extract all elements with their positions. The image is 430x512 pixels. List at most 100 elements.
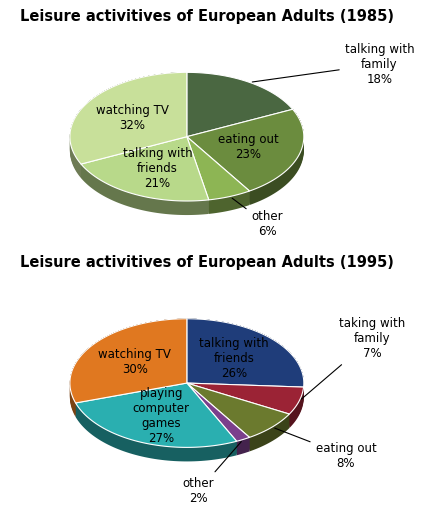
Polygon shape — [208, 191, 249, 208]
Polygon shape — [75, 403, 236, 457]
Polygon shape — [289, 387, 303, 424]
Polygon shape — [208, 191, 249, 211]
Polygon shape — [81, 164, 208, 212]
Polygon shape — [81, 164, 208, 202]
Polygon shape — [187, 319, 303, 393]
Polygon shape — [70, 72, 187, 171]
Polygon shape — [249, 414, 289, 442]
Polygon shape — [187, 72, 292, 137]
Polygon shape — [187, 319, 303, 388]
Polygon shape — [75, 403, 236, 461]
Polygon shape — [208, 191, 249, 209]
Polygon shape — [70, 319, 187, 407]
Polygon shape — [249, 109, 303, 198]
Polygon shape — [187, 319, 303, 399]
Polygon shape — [187, 319, 303, 396]
Polygon shape — [249, 414, 289, 450]
Polygon shape — [75, 403, 236, 456]
Polygon shape — [81, 164, 208, 210]
Polygon shape — [249, 109, 303, 195]
Text: eating out
23%: eating out 23% — [218, 133, 278, 161]
Polygon shape — [236, 437, 249, 442]
Text: other
6%: other 6% — [232, 198, 282, 239]
Polygon shape — [70, 319, 187, 411]
Polygon shape — [70, 319, 187, 416]
Polygon shape — [75, 403, 236, 458]
Polygon shape — [81, 164, 208, 209]
Polygon shape — [208, 191, 249, 205]
Polygon shape — [75, 403, 236, 460]
Polygon shape — [249, 109, 303, 197]
Polygon shape — [289, 387, 303, 415]
Polygon shape — [249, 109, 303, 204]
Polygon shape — [187, 319, 303, 395]
Polygon shape — [249, 109, 303, 202]
Polygon shape — [249, 109, 303, 194]
Text: playing
computer
games
27%: playing computer games 27% — [132, 387, 189, 444]
Polygon shape — [208, 191, 249, 203]
Polygon shape — [289, 387, 303, 428]
Polygon shape — [81, 164, 208, 207]
Polygon shape — [70, 72, 187, 172]
Polygon shape — [187, 109, 303, 191]
Polygon shape — [81, 164, 208, 204]
Polygon shape — [208, 191, 249, 207]
Polygon shape — [70, 319, 187, 414]
Polygon shape — [70, 319, 187, 404]
Text: talking with
friends
26%: talking with friends 26% — [199, 337, 268, 380]
Polygon shape — [208, 191, 249, 214]
Polygon shape — [249, 109, 303, 205]
Polygon shape — [249, 109, 303, 192]
Polygon shape — [70, 319, 187, 415]
Polygon shape — [236, 437, 249, 443]
Polygon shape — [75, 403, 236, 452]
Polygon shape — [249, 414, 289, 439]
Polygon shape — [236, 437, 249, 454]
Polygon shape — [81, 164, 208, 215]
Polygon shape — [208, 191, 249, 201]
Polygon shape — [236, 437, 249, 453]
Polygon shape — [289, 387, 303, 421]
Polygon shape — [75, 403, 236, 455]
Polygon shape — [289, 387, 303, 426]
Polygon shape — [208, 191, 249, 206]
Polygon shape — [236, 437, 249, 449]
Polygon shape — [70, 72, 187, 166]
Polygon shape — [81, 164, 208, 208]
Polygon shape — [208, 191, 249, 210]
Polygon shape — [236, 437, 249, 450]
Polygon shape — [75, 403, 236, 449]
Polygon shape — [236, 437, 249, 447]
Polygon shape — [70, 319, 187, 410]
Polygon shape — [208, 191, 249, 202]
Polygon shape — [249, 414, 289, 440]
Polygon shape — [81, 164, 208, 206]
Polygon shape — [70, 72, 187, 164]
Polygon shape — [81, 164, 208, 214]
Polygon shape — [70, 72, 187, 176]
Polygon shape — [75, 403, 236, 459]
Polygon shape — [187, 319, 303, 398]
Polygon shape — [289, 387, 303, 419]
Polygon shape — [187, 319, 303, 390]
Polygon shape — [75, 383, 236, 447]
Polygon shape — [187, 383, 249, 441]
Polygon shape — [81, 164, 208, 203]
Polygon shape — [236, 437, 249, 445]
Polygon shape — [70, 319, 187, 403]
Polygon shape — [289, 387, 303, 418]
Text: talking with
friends
21%: talking with friends 21% — [123, 147, 192, 190]
Polygon shape — [249, 414, 289, 444]
Polygon shape — [81, 164, 208, 211]
Polygon shape — [70, 319, 187, 409]
Polygon shape — [187, 319, 303, 387]
Polygon shape — [249, 414, 289, 448]
Polygon shape — [70, 319, 187, 417]
Polygon shape — [249, 109, 303, 203]
Polygon shape — [289, 387, 303, 427]
Polygon shape — [249, 414, 289, 449]
Text: other
2%: other 2% — [182, 441, 241, 505]
Text: taking with
family
7%: taking with family 7% — [301, 317, 404, 399]
Polygon shape — [289, 387, 303, 420]
Text: talking with
family
18%: talking with family 18% — [252, 42, 413, 86]
